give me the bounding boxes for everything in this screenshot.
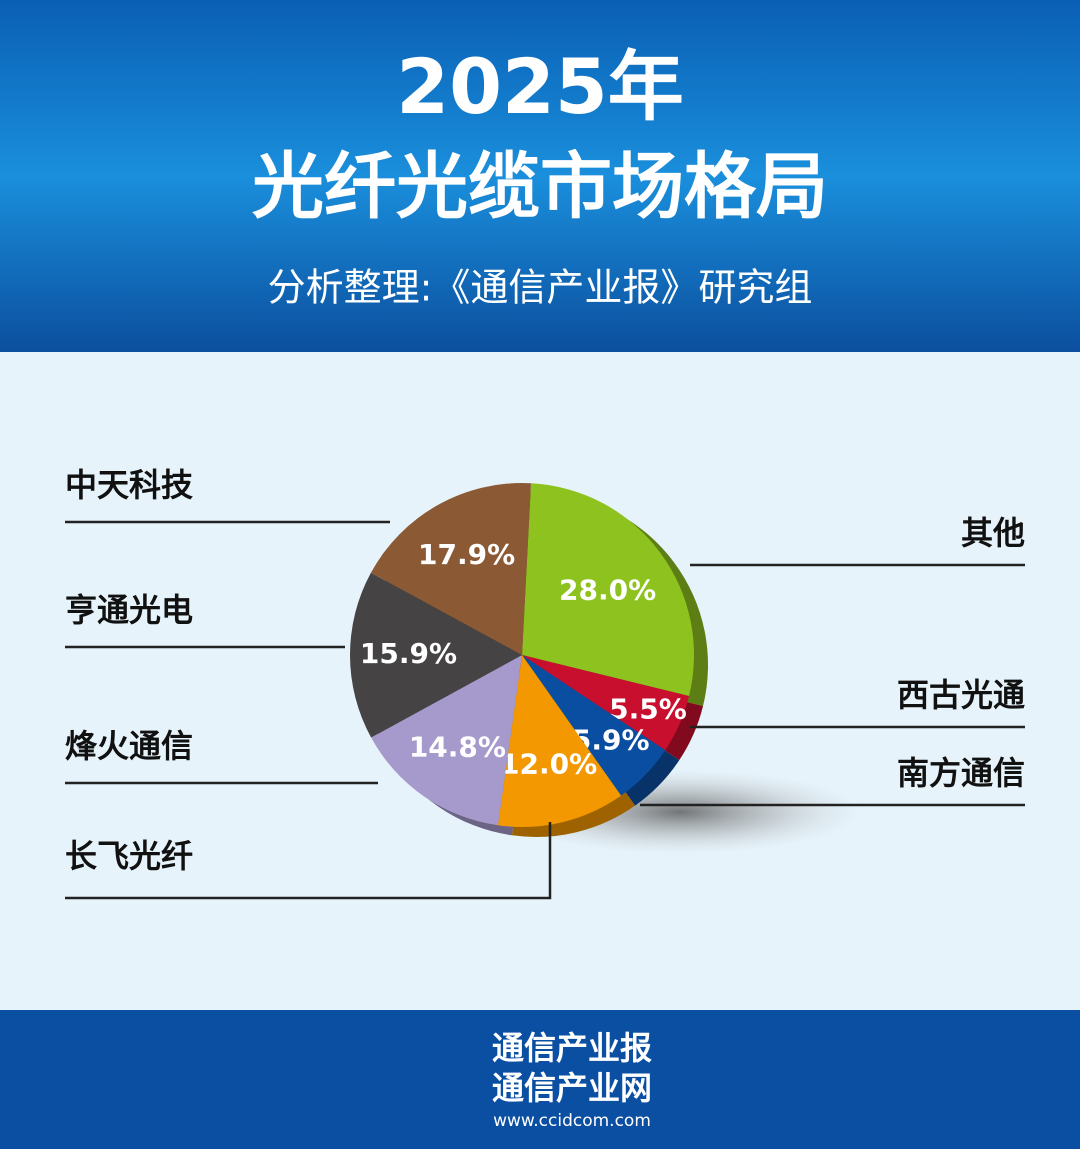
- footer-url: www.ccidcom.com: [493, 1111, 651, 1131]
- value-label: 12.0%: [500, 747, 597, 780]
- pie-slice: [349, 572, 522, 738]
- subtitle: 分析整理:《通信产业报》研究组: [268, 266, 813, 310]
- title: 2025年: [396, 42, 684, 131]
- footer-text: 通信产业网: [492, 1069, 652, 1107]
- footer-text: 通信产业报: [492, 1029, 652, 1067]
- legend-label: 中天科技: [65, 466, 193, 504]
- value-label: 5.5%: [609, 692, 687, 725]
- value-label: 14.8%: [409, 730, 506, 763]
- legend-label: 长飞光纤: [65, 837, 193, 875]
- value-label: 28.0%: [559, 573, 656, 606]
- legend-label: 其他: [961, 514, 1025, 552]
- leader-line: [65, 822, 552, 900]
- legend-label: 西古光通: [897, 676, 1025, 714]
- pie: 28.0%5.5%5.9%12.0%14.8%15.9%17.9%: [349, 483, 708, 837]
- pie-slice: [522, 655, 666, 796]
- pie-slice: [371, 655, 522, 826]
- pie-slice: [522, 655, 690, 751]
- legend-label: 烽火通信: [65, 727, 193, 765]
- title: 光纤光缆市场格局: [252, 145, 828, 229]
- footer-bg: [0, 1010, 1080, 1149]
- value-label: 17.9%: [418, 538, 515, 571]
- pie-slice: [522, 483, 694, 697]
- value-label: 15.9%: [360, 637, 457, 670]
- legend-label: 亨通光电: [65, 591, 193, 629]
- legend-label: 南方通信: [897, 754, 1025, 792]
- pie-slice: [497, 655, 622, 827]
- header-bg: [0, 0, 1080, 352]
- pie-slice: [370, 483, 532, 655]
